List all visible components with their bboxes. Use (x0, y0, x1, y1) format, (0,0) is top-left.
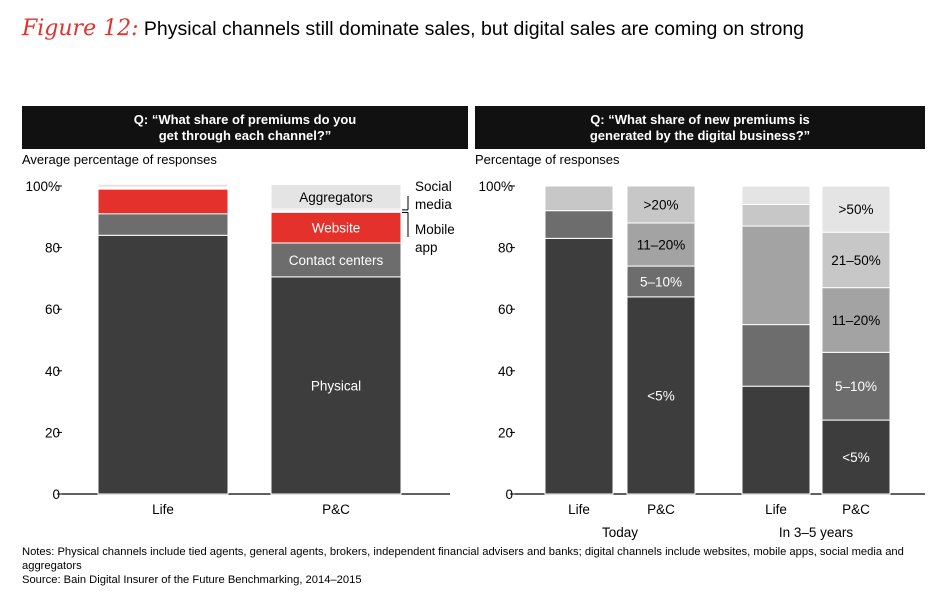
figure-title: Figure 12: Physical channels still domin… (22, 16, 804, 41)
right-bar-4-pandc-segment-11-20pct (821, 287, 891, 353)
left-bar-life-segment-physical (97, 234, 229, 495)
right-bar-4-pandc-segment-5pct (821, 419, 891, 495)
mobile-app-side-label-line2: app (415, 240, 438, 255)
right-x-label-life: Life (568, 502, 590, 517)
right-chart-y-tick-label: 80 (498, 241, 513, 256)
right-y-axis-caption: Percentage of responses (475, 152, 620, 167)
left-chart-y-tick-label: 80 (45, 241, 60, 256)
left-question: Q: “What share of premiums do you get th… (133, 111, 357, 143)
right-bar-4-pandc-label-5-10pct: 5–10% (835, 379, 877, 394)
right-bar-2-pandc-segment-5pct (626, 296, 696, 495)
notes: Notes: Physical channels include tied ag… (22, 546, 904, 572)
left-bar-pandc-label-contact-centers: Contact centers (289, 253, 384, 268)
right-question: Q: “What share of new premiums is genera… (589, 111, 811, 143)
left-bar-pandc-segment-physical (270, 276, 402, 495)
right-bar-1-life-segment-5-10pct (544, 210, 614, 239)
left-bar-life-segment-contact-centers (97, 213, 229, 236)
left-bar-pandc-segment-aggregators (270, 183, 402, 210)
left-bar-pandc-label-physical: Physical (311, 378, 361, 393)
right-x-label-life: Life (765, 502, 787, 517)
left-chart-y-tick-label: 100% (25, 179, 60, 194)
right-bar-3-life-segment-5pct (741, 385, 811, 495)
left-y-axis-caption: Average percentage of responses (22, 152, 217, 167)
right-bar-4-pandc-segment-5-10pct (821, 351, 891, 421)
right-bar-2-pandc-label-5-10pct: 5–10% (640, 274, 682, 289)
right-bar-4-pandc-label-11-20pct: 11–20% (832, 313, 881, 328)
left-bar-life-segment-aggregators (97, 183, 229, 188)
left-bar-pandc-segment-contact-centers (270, 242, 402, 278)
left-bar-life-segment-website (97, 188, 229, 215)
right-bar-2-pandc-label-11-20pct: 11–20% (637, 238, 686, 253)
left-bar-pandc-label-website: Website (312, 221, 361, 236)
figure-title-text: Physical channels still dominate sales, … (143, 18, 805, 40)
right-bar-4-pandc-segment-21-50pct (821, 231, 891, 289)
figure-label: Figure 12: (22, 16, 139, 41)
mobile-app-side-label: Mobile (415, 222, 455, 237)
right-bar-2-pandc-segment-5-10pct (626, 265, 696, 298)
left-bar-pandc-segment-website (270, 211, 402, 244)
right-bar-2-pandc-label-20pct: >20% (644, 197, 679, 212)
left-chart-y-tick-label: 0 (52, 487, 60, 502)
left-x-label-life: Life (152, 502, 174, 517)
right-bar-4-pandc-label-21-50pct: 21–50% (831, 253, 881, 268)
right-bar-1-life-segment-5pct (544, 237, 614, 495)
right-bar-2-pandc-label-5pct: <5% (647, 388, 674, 403)
right-chart-y-tick-label: 60 (498, 302, 513, 317)
left-chart-y-tick-label: 40 (45, 364, 60, 379)
right-bar-2-pandc-segment-11-20pct (626, 222, 696, 267)
right-chart-y-tick-label: 0 (505, 487, 513, 502)
left-chart-y-tick-label: 20 (45, 425, 60, 440)
right-bar-1-life-segment-20pct (544, 185, 614, 212)
source: Source: Bain Digital Insurer of the Futu… (22, 574, 362, 586)
right-bar-2-pandc-segment-20pct (626, 185, 696, 224)
social-media-side-label-line2: media (415, 197, 452, 212)
right-chart-y-tick-label: 40 (498, 364, 513, 379)
right-bar-3-life-segment-11-20pct (741, 225, 811, 326)
right-bar-3-life-segment-21-50pct (741, 203, 811, 227)
right-bar-3-life-segment-5-10pct (741, 324, 811, 387)
right-bar-3-life-segment-50pct (741, 185, 811, 205)
right-x-label-pandc: P&C (842, 502, 870, 517)
right-chart-y-tick-label: 100% (478, 179, 513, 194)
left-x-label-pandc: P&C (322, 502, 350, 517)
right-bar-4-pandc-label-50pct: >50% (839, 202, 874, 217)
right-x-label-pandc: P&C (647, 502, 675, 517)
right-bar-4-pandc-segment-50pct (821, 185, 891, 233)
left-chart-y-tick-label: 60 (45, 302, 60, 317)
group-label-today: Today (602, 525, 638, 540)
social-media-side-label: Social (415, 179, 452, 194)
group-label-in-3-5-years: In 3–5 years (779, 525, 854, 540)
left-bar-pandc-label-aggregators: Aggregators (299, 190, 373, 205)
left-question-box: Q: “What share of premiums do you get th… (22, 106, 468, 149)
right-question-box: Q: “What share of new premiums is genera… (475, 106, 925, 149)
right-chart-y-tick-label: 20 (498, 425, 513, 440)
right-bar-4-pandc-label-5pct: <5% (842, 450, 869, 465)
